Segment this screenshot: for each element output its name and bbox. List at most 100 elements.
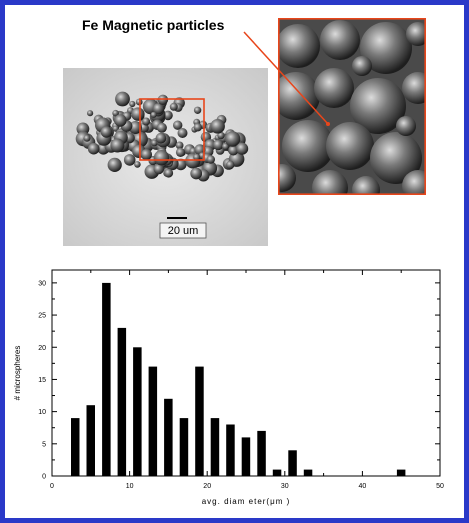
- y-axis-label: # microspheres: [13, 346, 22, 401]
- particle: [155, 132, 167, 144]
- particle: [140, 149, 152, 161]
- particle: [175, 141, 184, 150]
- particle: [228, 145, 239, 156]
- particle: [134, 161, 141, 168]
- micrograph-image: 20 um: [63, 68, 268, 246]
- zoomed-particle: [402, 170, 426, 195]
- histogram-bar: [71, 418, 80, 476]
- histogram-chart: 0 10 20 30 40 50 0 5 10 15 20 25 30 avg. diam eter(μm…: [13, 269, 444, 506]
- particle: [156, 122, 167, 133]
- histogram-bar: [133, 347, 142, 477]
- zoomed-particle: [402, 72, 426, 104]
- particle: [87, 110, 94, 117]
- histogram-bar: [303, 469, 313, 476]
- particle: [153, 163, 164, 175]
- particle: [115, 91, 130, 107]
- histogram-bar: [210, 418, 220, 476]
- zoomed-particle: [326, 122, 374, 170]
- particle: [222, 143, 229, 150]
- particle: [83, 134, 91, 142]
- particle: [107, 157, 122, 172]
- particle: [164, 168, 174, 178]
- zoomed-particle: [352, 56, 372, 76]
- particle: [169, 102, 178, 111]
- zoomed-particle: [320, 20, 360, 60]
- particle: [151, 139, 158, 147]
- x-tick-label: 50: [436, 483, 444, 490]
- histogram-bar: [102, 282, 111, 476]
- particle: [142, 117, 151, 126]
- histogram-bar: [86, 405, 95, 476]
- zoomed-particle: [350, 78, 406, 134]
- zoomed-particle: [282, 120, 334, 172]
- particle: [217, 131, 225, 140]
- histogram-bar: [148, 366, 158, 476]
- particle: [236, 142, 249, 155]
- particle: [157, 94, 169, 105]
- zoomed-particles: [278, 20, 426, 195]
- histogram-bar: [241, 437, 251, 476]
- histogram-bar: [272, 469, 282, 476]
- histogram-bar: [396, 469, 406, 476]
- particle: [100, 126, 113, 138]
- particle: [152, 103, 164, 115]
- zoomed-particle: [406, 22, 426, 46]
- x-tick-label: 40: [359, 483, 367, 490]
- histogram-bar: [179, 418, 189, 476]
- zoomed-particle: [360, 22, 412, 74]
- x-tick-label: 0: [50, 483, 54, 490]
- particle: [210, 119, 225, 134]
- particle: [224, 131, 241, 147]
- particle: [131, 107, 145, 121]
- particle: [153, 150, 170, 166]
- histogram-bar: [195, 366, 204, 476]
- particle: [129, 100, 136, 108]
- histogram-bar: [226, 424, 235, 476]
- particle: [112, 109, 119, 117]
- histogram-bar: [288, 450, 297, 477]
- particle: [175, 147, 186, 157]
- scale-label-box: [159, 222, 207, 239]
- histogram-bar: [257, 430, 266, 476]
- histogram-bar: [164, 398, 173, 477]
- zoomed-particle: [370, 132, 422, 184]
- zoomed-particle: [312, 170, 348, 195]
- particle: [110, 138, 125, 153]
- particle: [212, 139, 224, 151]
- particle: [128, 121, 142, 134]
- zoomed-particle: [278, 164, 296, 192]
- particle: [150, 111, 157, 118]
- particle: [123, 154, 136, 166]
- y-tick-label: 5: [42, 441, 46, 448]
- particle: [114, 114, 127, 127]
- zoom-region-box: [139, 98, 205, 161]
- zoomed-particle: [278, 24, 320, 68]
- particle: [177, 128, 188, 138]
- particle: [193, 123, 202, 132]
- zoomed-micrograph-image: [278, 18, 426, 195]
- zoomed-particle: [314, 68, 354, 108]
- zoomed-particle: [352, 176, 380, 195]
- particle: [190, 167, 203, 180]
- y-tick-label: 0: [42, 474, 46, 481]
- particle: [206, 155, 215, 164]
- x-tick-label: 10: [126, 483, 134, 490]
- histogram-bar: [117, 327, 127, 476]
- y-tick-label: 15: [38, 377, 46, 384]
- particle: [135, 98, 143, 106]
- y-tick-label: 20: [38, 345, 46, 352]
- particle: [226, 160, 235, 169]
- x-tick-label: 20: [203, 483, 211, 490]
- y-tick-label: 10: [38, 409, 46, 416]
- particle: [193, 106, 202, 114]
- y-tick-label: 25: [38, 313, 46, 320]
- y-tick-label: 30: [38, 280, 46, 287]
- scale-bar-label: 20 um: [168, 225, 199, 237]
- particle: [193, 153, 201, 161]
- particle: [173, 120, 183, 130]
- annotation-label: Fe Magnetic particles: [82, 17, 225, 33]
- particle: [163, 110, 173, 121]
- particle: [87, 142, 100, 155]
- zoomed-particle: [396, 116, 416, 136]
- x-axis-label: avg. diam eter(μm ): [202, 497, 291, 506]
